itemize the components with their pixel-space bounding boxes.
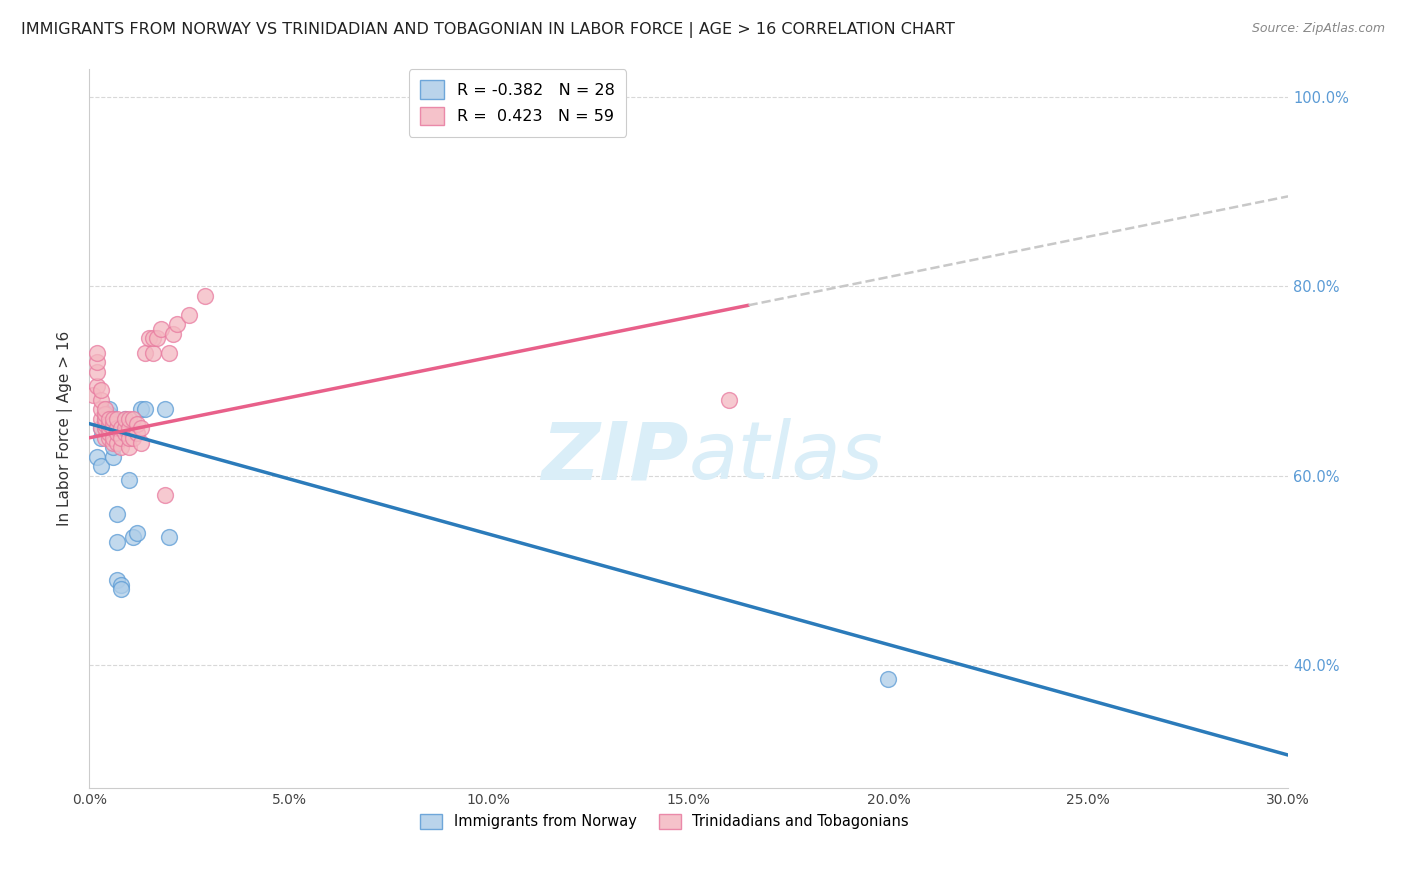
Point	[101, 440, 124, 454]
Point	[98, 421, 121, 435]
Y-axis label: In Labor Force | Age > 16: In Labor Force | Age > 16	[58, 331, 73, 526]
Point	[150, 322, 173, 336]
Point	[90, 392, 112, 407]
Point	[153, 488, 176, 502]
Point	[110, 577, 132, 591]
Point	[118, 431, 141, 445]
Point	[110, 421, 132, 435]
Point	[138, 331, 160, 345]
Point	[142, 345, 165, 359]
Point	[114, 426, 136, 441]
Point	[90, 384, 112, 398]
Point	[127, 417, 149, 431]
Point	[101, 450, 124, 464]
Point	[129, 435, 152, 450]
Point	[86, 365, 108, 379]
Point	[129, 421, 152, 435]
Point	[717, 392, 740, 407]
Point	[134, 402, 156, 417]
Point	[194, 289, 217, 303]
Point	[98, 407, 121, 421]
Point	[105, 421, 128, 435]
Point	[118, 421, 141, 435]
Point	[94, 407, 117, 421]
Point	[105, 573, 128, 587]
Point	[94, 417, 117, 431]
Point	[94, 412, 117, 426]
Point	[127, 426, 149, 441]
Point	[94, 431, 117, 445]
Point	[94, 407, 117, 421]
Point	[101, 435, 124, 450]
Point	[142, 331, 165, 345]
Point	[177, 308, 200, 322]
Point	[146, 331, 169, 345]
Point	[101, 412, 124, 426]
Point	[162, 326, 184, 341]
Point	[157, 530, 180, 544]
Point	[82, 388, 104, 402]
Point	[105, 412, 128, 426]
Point	[166, 317, 188, 331]
Point	[94, 417, 117, 431]
Point	[98, 417, 121, 431]
Point	[86, 355, 108, 369]
Point	[110, 431, 132, 445]
Point	[94, 421, 117, 435]
Point	[94, 402, 117, 417]
Point	[98, 402, 121, 417]
Point	[134, 345, 156, 359]
Point	[153, 402, 176, 417]
Point	[94, 412, 117, 426]
Point	[114, 421, 136, 435]
Point	[90, 402, 112, 417]
Point	[101, 421, 124, 435]
Text: Source: ZipAtlas.com: Source: ZipAtlas.com	[1251, 22, 1385, 36]
Point	[877, 673, 900, 687]
Point	[90, 431, 112, 445]
Point	[129, 402, 152, 417]
Point	[118, 474, 141, 488]
Point	[122, 530, 145, 544]
Point	[122, 412, 145, 426]
Point	[105, 535, 128, 549]
Point	[101, 412, 124, 426]
Point	[86, 345, 108, 359]
Point	[86, 378, 108, 392]
Point	[114, 412, 136, 426]
Text: atlas: atlas	[689, 418, 883, 496]
Point	[90, 421, 112, 435]
Point	[118, 440, 141, 454]
Legend: Immigrants from Norway, Trinidadians and Tobagonians: Immigrants from Norway, Trinidadians and…	[415, 808, 915, 835]
Point	[110, 440, 132, 454]
Point	[101, 431, 124, 445]
Text: ZIP: ZIP	[541, 418, 689, 496]
Point	[90, 421, 112, 435]
Point	[86, 450, 108, 464]
Point	[122, 431, 145, 445]
Point	[98, 431, 121, 445]
Point	[90, 459, 112, 474]
Point	[105, 426, 128, 441]
Point	[157, 345, 180, 359]
Point	[105, 435, 128, 450]
Point	[101, 417, 124, 431]
Text: IMMIGRANTS FROM NORWAY VS TRINIDADIAN AND TOBAGONIAN IN LABOR FORCE | AGE > 16 C: IMMIGRANTS FROM NORWAY VS TRINIDADIAN AN…	[21, 22, 955, 38]
Point	[118, 412, 141, 426]
Point	[90, 412, 112, 426]
Point	[98, 426, 121, 441]
Point	[110, 582, 132, 597]
Point	[105, 507, 128, 521]
Point	[114, 412, 136, 426]
Point	[127, 525, 149, 540]
Point	[98, 412, 121, 426]
Point	[98, 417, 121, 431]
Point	[98, 412, 121, 426]
